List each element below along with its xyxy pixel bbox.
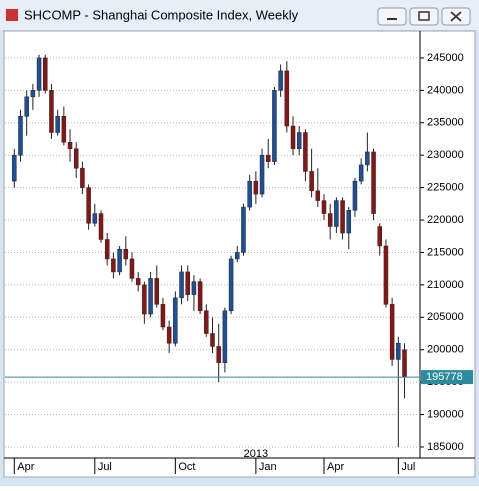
candle-body (290, 125, 296, 149)
y-tick-label: 200000 (427, 344, 464, 356)
y-tick-label: 225000 (427, 182, 464, 194)
candle-body (377, 226, 382, 247)
x-tick-label: Oct (178, 461, 195, 473)
candle-body (12, 154, 17, 182)
candle-body (67, 141, 73, 149)
current-price-box (421, 370, 473, 385)
candle-body (142, 284, 147, 315)
candle-body (36, 57, 42, 91)
candle-body (117, 248, 122, 273)
candle-body (402, 349, 407, 378)
candle-body (191, 281, 197, 295)
candle-body (315, 190, 321, 201)
close-icon (450, 11, 462, 22)
y-tick-label: 230000 (427, 149, 464, 161)
year-annotation: 2013 (244, 448, 268, 460)
candle-body (210, 333, 215, 347)
candle-body (111, 258, 116, 273)
candle-body (371, 151, 376, 214)
window-title: SHCOMP - Shanghai Composite Index, Weekl… (24, 7, 299, 22)
candle-body (272, 90, 277, 162)
candle-body (204, 310, 209, 334)
candle-body (18, 116, 23, 156)
candle-body (55, 116, 60, 133)
candle-body (148, 278, 153, 315)
candle-body (197, 281, 203, 312)
candle-body (80, 167, 85, 188)
candle-body (135, 278, 141, 286)
current-price-label: 195778 (426, 371, 463, 383)
candle-body (358, 164, 364, 182)
candle-body (340, 200, 345, 234)
y-tick-label: 185000 (427, 441, 464, 453)
y-tick-label: 205000 (427, 311, 464, 323)
x-tick-label: Jan (259, 461, 277, 473)
candle-body (92, 213, 98, 224)
candle-body (253, 180, 259, 195)
y-tick-label: 235000 (427, 117, 464, 129)
maximize-button[interactable] (409, 7, 439, 26)
x-tick-label: Jul (98, 461, 112, 473)
candle-body (389, 304, 395, 360)
candle-body (235, 252, 240, 260)
candle-body (259, 154, 265, 195)
candle-body (24, 96, 29, 117)
candle-body (166, 326, 172, 344)
minimize-button[interactable] (377, 7, 407, 26)
candle-body (179, 271, 184, 299)
candle-body (265, 154, 271, 162)
candle-body (309, 171, 314, 192)
candle-body (346, 210, 352, 234)
candle-body (98, 213, 104, 240)
x-tick-label: Jul (401, 461, 415, 473)
candle-body (86, 187, 91, 224)
candle-body (278, 70, 283, 91)
app-icon (6, 9, 18, 21)
candle-body (61, 116, 67, 143)
candle-body (222, 310, 228, 363)
candle-body (303, 132, 308, 172)
candle-body (334, 200, 339, 227)
candle-body (228, 258, 234, 312)
y-tick-label: 240000 (427, 84, 464, 96)
candle-body (396, 342, 401, 360)
maximize-icon (418, 11, 430, 21)
x-tick-label: Apr (327, 461, 344, 473)
candle-body (30, 90, 36, 98)
window-buttons (377, 7, 471, 26)
candle-body (154, 278, 160, 305)
candle-body (327, 213, 333, 227)
candle-body (241, 206, 246, 253)
candle-body (247, 180, 252, 208)
candle-body (173, 297, 178, 344)
x-tick-label: Apr (17, 461, 34, 473)
y-tick-label: 245000 (427, 52, 464, 64)
candle-body (352, 180, 358, 211)
candle-body (43, 57, 48, 91)
candle-body (185, 271, 190, 295)
candle-body (383, 245, 389, 305)
candle-body (49, 90, 54, 133)
y-tick-label: 220000 (427, 214, 464, 226)
candle-body (365, 151, 370, 166)
y-tick-label: 210000 (427, 279, 464, 291)
candle-body (321, 200, 327, 214)
candle-body (73, 148, 79, 169)
candle-body (296, 132, 302, 149)
candle-body (123, 248, 129, 260)
candle-body (104, 239, 110, 260)
candle-body (129, 258, 135, 279)
candle-body (160, 304, 166, 328)
y-tick-label: 190000 (427, 408, 464, 420)
candle-body (216, 346, 221, 363)
y-tick-label: 215000 (427, 246, 464, 258)
candle-body (284, 70, 290, 127)
